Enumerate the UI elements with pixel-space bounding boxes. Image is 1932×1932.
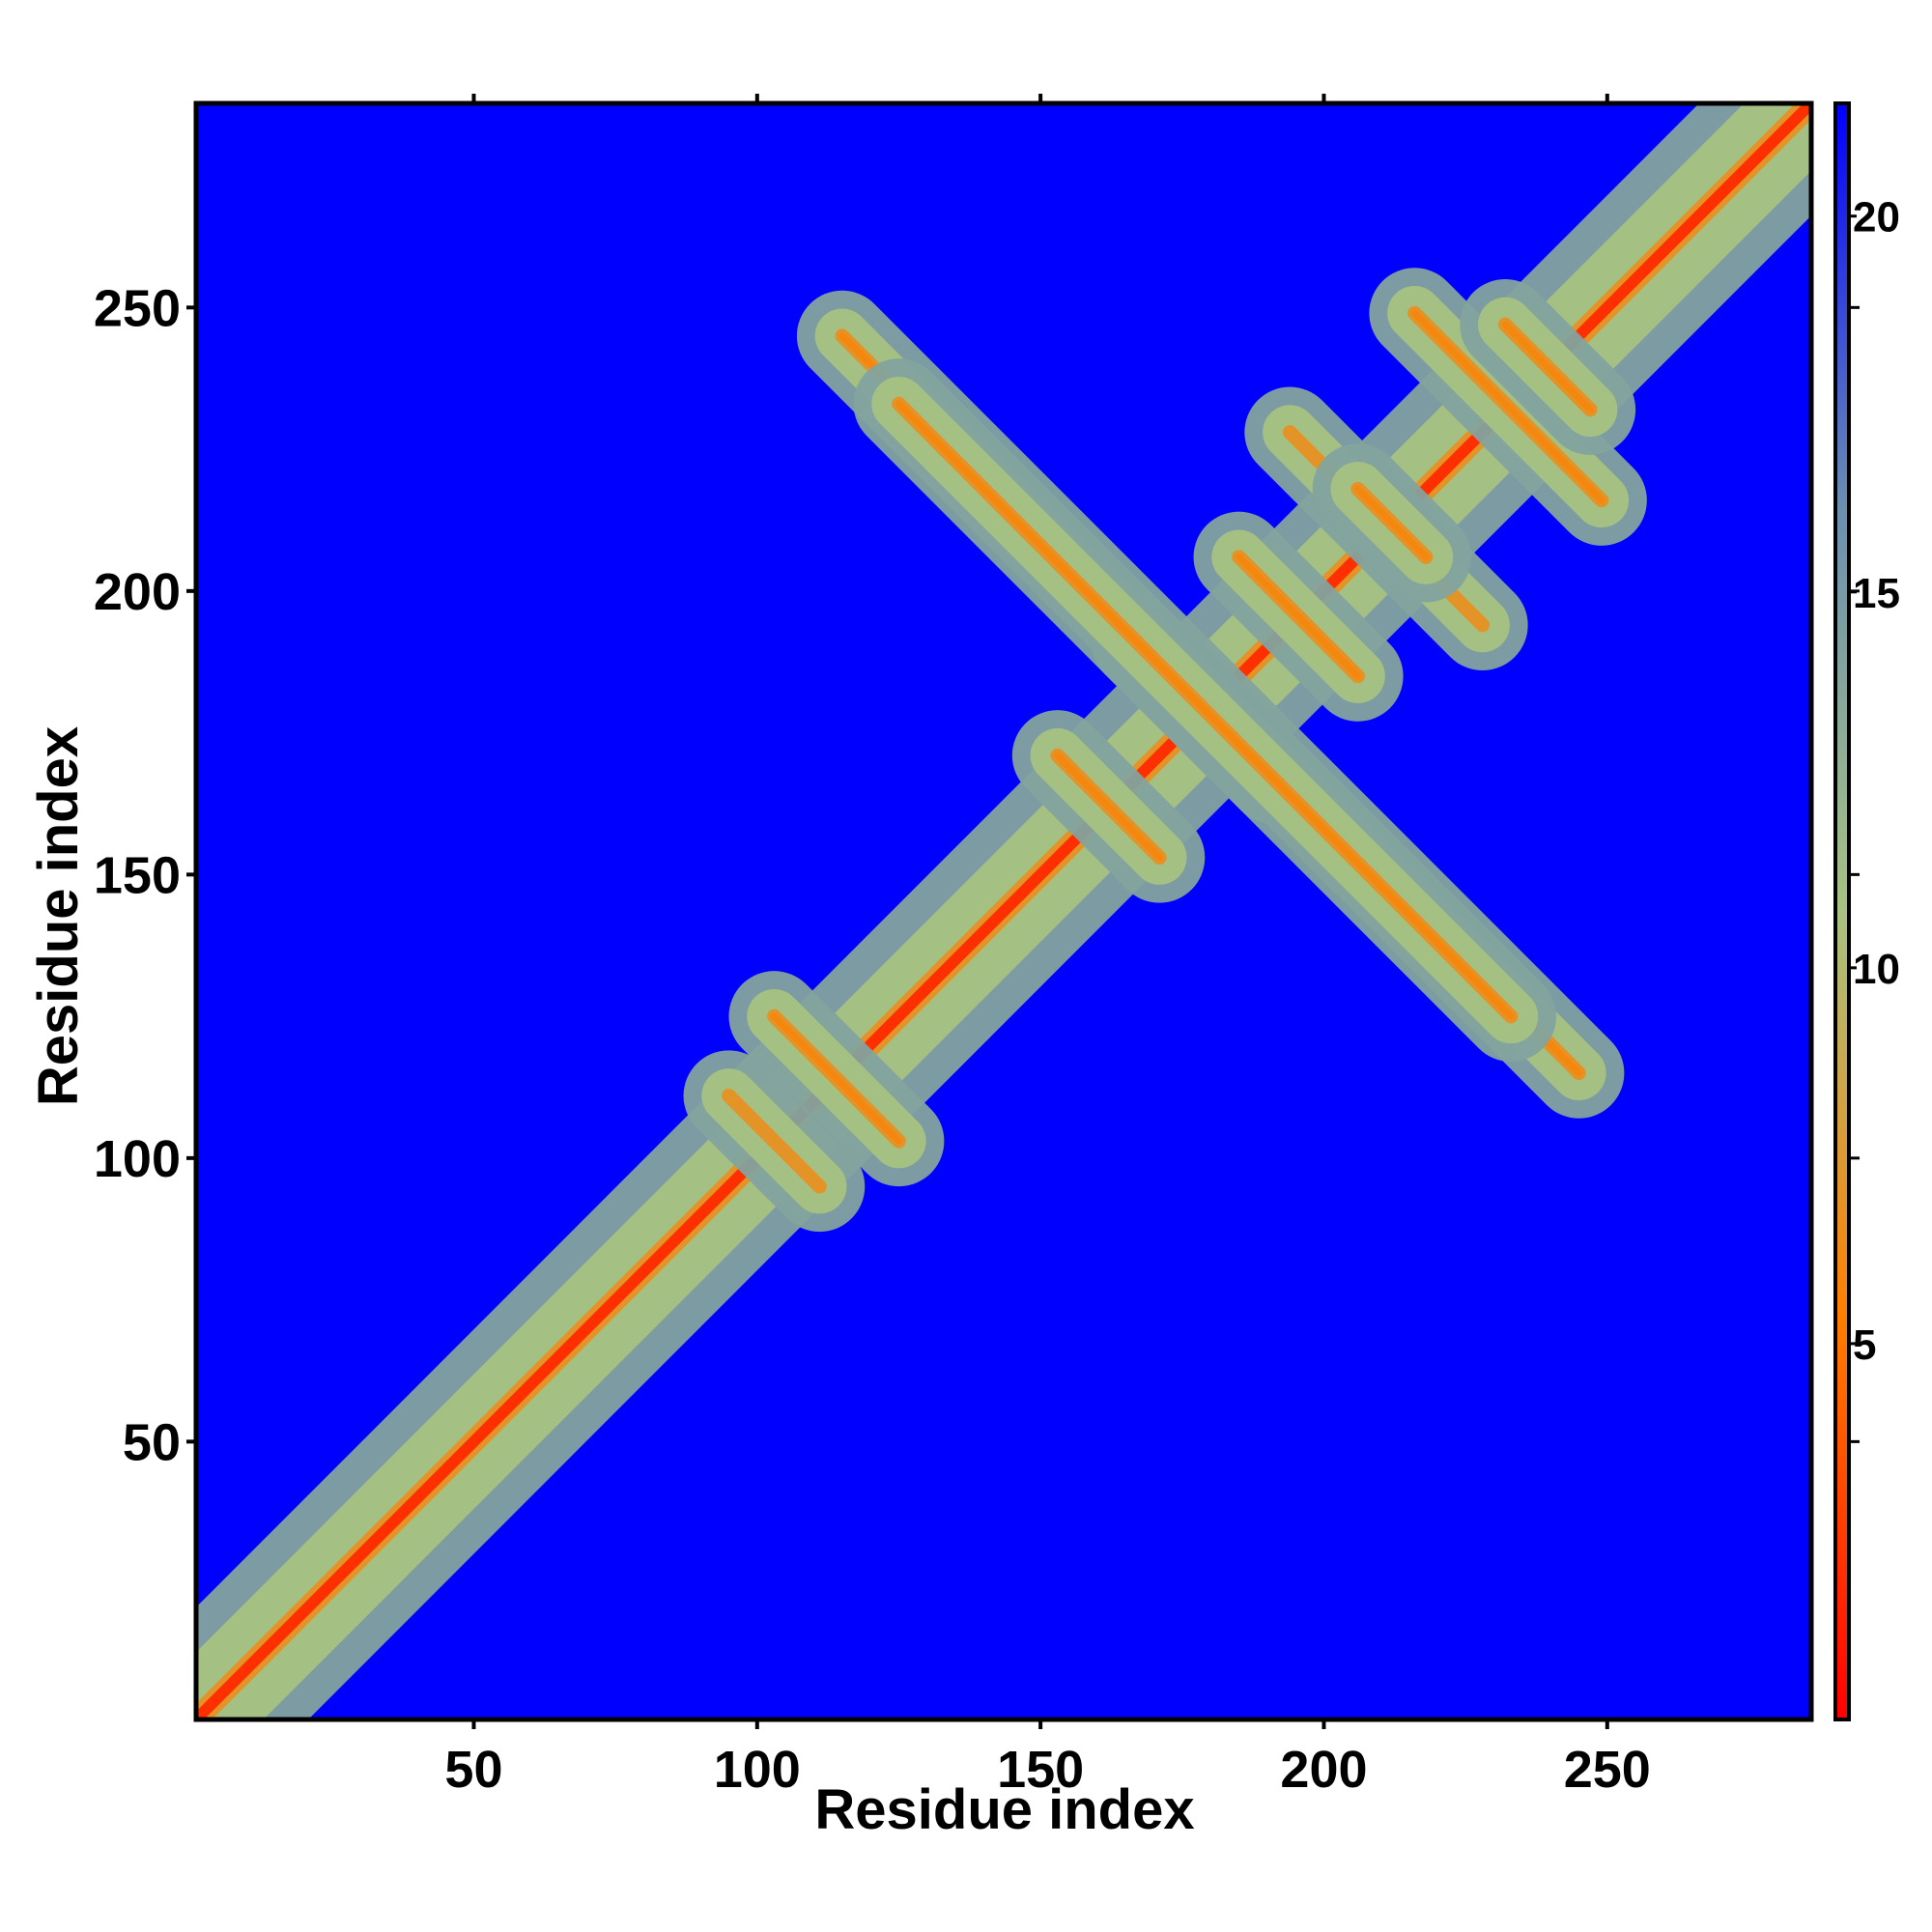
colorbar-layer: 5 10 15 20	[1833, 101, 1900, 1721]
x-axis-title: Residue index	[814, 1778, 1194, 1841]
x-tick-label: 200	[1280, 1741, 1367, 1799]
contact-line	[1410, 309, 1605, 504]
colorbar	[1833, 101, 1851, 1721]
contact-line	[895, 400, 1515, 1020]
contact-line	[1354, 485, 1430, 561]
y-axis-title: Residue index	[27, 726, 90, 1106]
contact-line	[1501, 321, 1594, 413]
colorbar-tick-label: 20	[1853, 194, 1900, 242]
x-tick-label: 250	[1564, 1741, 1651, 1799]
heatmap-layer	[196, 103, 1811, 1719]
y-tick-label: 150	[94, 846, 181, 904]
plot-frame	[193, 100, 1814, 1722]
contact-line	[724, 1092, 823, 1190]
y-tick-label: 250	[94, 279, 181, 337]
y-tick-label: 200	[94, 563, 181, 621]
y-tick-label: 50	[123, 1413, 181, 1471]
colorbar-tick-label: 5	[1853, 1321, 1876, 1369]
colorbar-tick-label: 10	[1853, 946, 1900, 993]
colorbar-tick-label: 15	[1853, 570, 1900, 617]
contact-line	[1235, 554, 1362, 680]
y-tick-label: 100	[94, 1130, 181, 1188]
contact-line	[1054, 752, 1163, 862]
x-tick-label: 150	[997, 1741, 1084, 1799]
x-tick-label: 50	[444, 1741, 502, 1799]
axes-layer: 50 100 150 200 250 50 100 150 200 250	[94, 94, 1814, 1799]
x-tick-label: 100	[714, 1741, 801, 1799]
contact-line	[770, 1012, 902, 1145]
